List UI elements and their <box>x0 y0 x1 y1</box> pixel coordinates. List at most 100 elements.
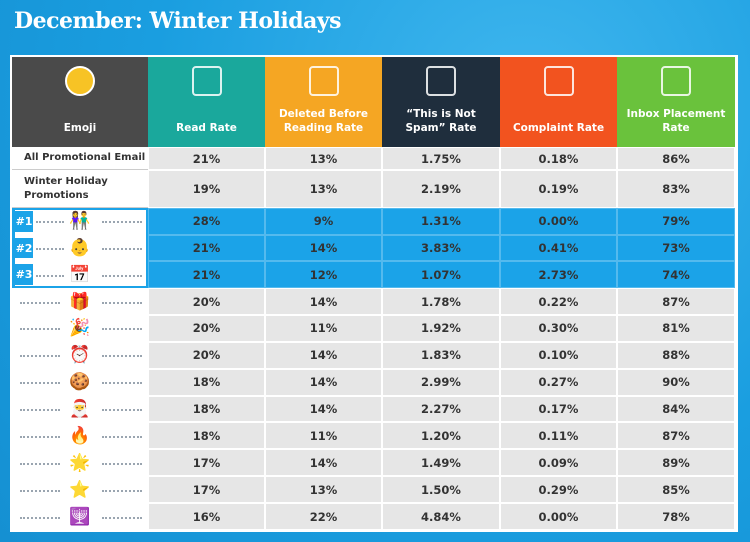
data-cell: 16% <box>148 503 265 530</box>
data-cell: 20% <box>148 341 265 369</box>
data-cell: 18% <box>148 395 265 423</box>
dotted-leader <box>20 409 60 412</box>
dotted-leader <box>36 248 64 251</box>
header-icon <box>65 66 95 96</box>
data-cell: 89% <box>617 449 735 477</box>
data-cell: 3.83% <box>382 234 500 262</box>
data-cell: 0.30% <box>500 314 617 342</box>
data-cell: 0.17% <box>500 395 617 423</box>
data-cell: 14% <box>265 368 382 396</box>
data-cell: 0.41% <box>500 234 617 262</box>
data-cell: 0.11% <box>500 422 617 450</box>
data-cell: 2.27% <box>382 395 500 423</box>
rank-label: #1 <box>15 211 33 232</box>
header-icon <box>191 66 222 96</box>
column-header: Read Rate <box>148 57 265 147</box>
data-cell: 18% <box>148 422 265 450</box>
emoji: 🎉 <box>69 318 91 339</box>
data-cell: 0.27% <box>500 368 617 396</box>
dotted-leader <box>102 355 142 358</box>
emoji: 🍪 <box>69 372 91 393</box>
dotted-leader <box>102 462 142 465</box>
header-icon <box>426 66 456 96</box>
dotted-leader <box>20 301 60 304</box>
data-cell: 1.83% <box>382 341 500 369</box>
rank-label: #3 <box>15 264 33 286</box>
data-cell: 14% <box>265 449 382 477</box>
column-header: Complaint Rate <box>500 57 617 147</box>
row-label: Winter Holiday Promotions <box>12 170 148 208</box>
data-cell: 85% <box>617 476 735 504</box>
rank-bg <box>12 261 148 289</box>
emoji: 📅 <box>69 264 91 285</box>
dotted-leader <box>102 516 142 519</box>
emoji: 🔥 <box>69 425 91 446</box>
emoji: 🌟 <box>69 452 91 473</box>
dotted-leader <box>20 489 60 492</box>
data-cell: 21% <box>148 234 265 262</box>
dotted-leader <box>102 382 142 385</box>
data-cell: 19% <box>148 170 265 208</box>
title: December: Winter Holidays <box>14 8 342 34</box>
header-icon <box>308 66 339 96</box>
data-cell: 1.50% <box>382 476 500 504</box>
data-cell: 0.09% <box>500 449 617 477</box>
data-cell: 2.99% <box>382 368 500 396</box>
data-cell: 79% <box>617 208 735 235</box>
data-cell: 9% <box>265 208 382 235</box>
data-cell: 21% <box>148 147 265 170</box>
data-cell: 78% <box>617 503 735 530</box>
data-cell: 87% <box>617 422 735 450</box>
data-cell: 0.22% <box>500 288 617 315</box>
data-cell: 1.20% <box>382 422 500 450</box>
data-cell: 0.29% <box>500 476 617 504</box>
dotted-leader <box>20 382 60 385</box>
data-cell: 0.00% <box>500 503 617 530</box>
dotted-leader <box>102 274 142 277</box>
data-cell: 84% <box>617 395 735 423</box>
dotted-leader <box>102 409 142 412</box>
data-cell: 1.31% <box>382 208 500 235</box>
data-cell: 11% <box>265 422 382 450</box>
data-cell: 90% <box>617 368 735 396</box>
dotted-leader <box>20 355 60 358</box>
data-cell: 20% <box>148 314 265 342</box>
emoji: ⏰ <box>69 345 91 366</box>
data-cell: 14% <box>265 341 382 369</box>
data-cell: 21% <box>148 261 265 289</box>
column-header: Inbox Placement Rate <box>617 57 735 147</box>
dotted-leader <box>102 489 142 492</box>
data-cell: 1.92% <box>382 314 500 342</box>
data-cell: 18% <box>148 368 265 396</box>
dotted-leader <box>20 516 60 519</box>
emoji: 🎁 <box>69 291 91 312</box>
data-cell: 14% <box>265 395 382 423</box>
data-cell: 14% <box>265 234 382 262</box>
data-cell: 17% <box>148 476 265 504</box>
data-cell: 22% <box>265 503 382 530</box>
emoji: 🎅 <box>69 399 91 420</box>
column-header: Deleted Before Reading Rate <box>265 57 382 147</box>
data-cell: 13% <box>265 147 382 170</box>
dotted-leader <box>36 274 64 277</box>
dotted-leader <box>20 435 60 438</box>
data-cell: 73% <box>617 234 735 262</box>
data-cell: 13% <box>265 476 382 504</box>
data-cell: 4.84% <box>382 503 500 530</box>
header-icon <box>661 66 691 96</box>
data-cell: 0.19% <box>500 170 617 208</box>
data-cell: 88% <box>617 341 735 369</box>
data-cell: 20% <box>148 288 265 315</box>
data-cell: 87% <box>617 288 735 315</box>
emoji: 🕎 <box>69 506 91 527</box>
header-icon <box>543 66 574 96</box>
data-cell: 14% <box>265 288 382 315</box>
column-header: “This is Not Spam” Rate <box>382 57 500 147</box>
dotted-leader <box>102 248 142 251</box>
data-cell: 74% <box>617 261 735 289</box>
data-cell: 12% <box>265 261 382 289</box>
data-cell: 0.18% <box>500 147 617 170</box>
data-cell: 1.75% <box>382 147 500 170</box>
data-cell: 1.07% <box>382 261 500 289</box>
